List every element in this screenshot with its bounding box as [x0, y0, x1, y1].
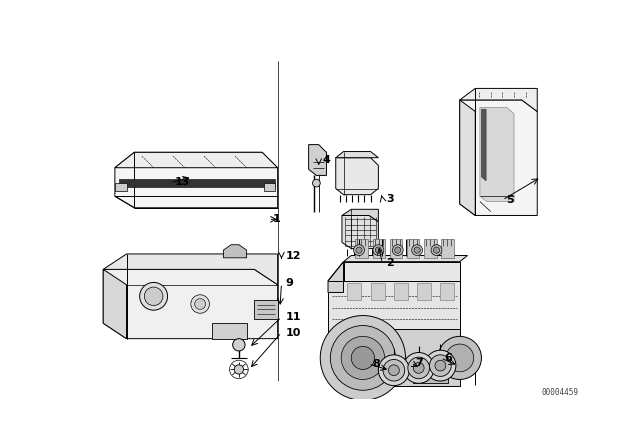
Circle shape	[312, 179, 320, 187]
Polygon shape	[394, 283, 408, 300]
Circle shape	[330, 326, 396, 390]
Polygon shape	[344, 255, 467, 262]
Circle shape	[341, 336, 385, 379]
Polygon shape	[481, 109, 486, 181]
Circle shape	[320, 315, 406, 400]
Text: 1: 1	[272, 214, 280, 224]
Circle shape	[403, 353, 434, 383]
Polygon shape	[342, 209, 378, 222]
Text: 4: 4	[323, 155, 330, 165]
Polygon shape	[336, 151, 378, 158]
Polygon shape	[119, 178, 275, 187]
Circle shape	[433, 247, 440, 253]
Polygon shape	[390, 329, 460, 386]
Polygon shape	[328, 262, 344, 293]
Circle shape	[438, 336, 481, 379]
Polygon shape	[254, 300, 278, 319]
Circle shape	[412, 245, 422, 255]
Circle shape	[233, 339, 245, 351]
Polygon shape	[342, 215, 378, 249]
Text: 8: 8	[372, 359, 380, 369]
Polygon shape	[460, 100, 476, 215]
Circle shape	[388, 365, 399, 375]
Polygon shape	[115, 152, 278, 208]
Circle shape	[356, 247, 362, 253]
Circle shape	[429, 355, 451, 376]
Polygon shape	[336, 158, 378, 195]
Circle shape	[140, 282, 168, 310]
Polygon shape	[328, 339, 460, 373]
Polygon shape	[344, 373, 382, 383]
Text: 6: 6	[444, 353, 452, 363]
Polygon shape	[424, 238, 436, 258]
Circle shape	[413, 362, 424, 373]
Circle shape	[425, 350, 456, 381]
Text: 2: 2	[386, 258, 394, 268]
Text: 7: 7	[415, 358, 422, 368]
Polygon shape	[344, 262, 460, 293]
Polygon shape	[407, 238, 419, 258]
Circle shape	[373, 245, 384, 255]
Polygon shape	[103, 254, 278, 285]
Polygon shape	[355, 238, 367, 258]
Circle shape	[383, 359, 404, 381]
Text: 13: 13	[175, 177, 190, 187]
Polygon shape	[328, 281, 460, 358]
Circle shape	[378, 355, 410, 386]
Circle shape	[435, 360, 446, 371]
Polygon shape	[348, 283, 362, 300]
Circle shape	[191, 295, 209, 313]
Circle shape	[392, 245, 403, 255]
Polygon shape	[480, 108, 514, 202]
Polygon shape	[417, 283, 431, 300]
Polygon shape	[103, 269, 278, 339]
Circle shape	[353, 245, 364, 255]
Polygon shape	[373, 238, 385, 258]
Text: 12: 12	[285, 250, 301, 260]
Text: 00004459: 00004459	[541, 388, 578, 397]
Polygon shape	[371, 283, 385, 300]
Polygon shape	[264, 183, 275, 191]
Polygon shape	[413, 373, 448, 383]
Circle shape	[414, 247, 420, 253]
Text: 5: 5	[506, 195, 514, 205]
Polygon shape	[212, 323, 246, 339]
Polygon shape	[308, 145, 326, 176]
Circle shape	[431, 245, 442, 255]
Polygon shape	[115, 152, 278, 168]
Circle shape	[195, 299, 205, 310]
Circle shape	[145, 287, 163, 306]
Circle shape	[234, 365, 244, 374]
Text: 3: 3	[386, 194, 394, 203]
Polygon shape	[223, 245, 246, 258]
Text: 10: 10	[285, 327, 301, 337]
Circle shape	[446, 344, 474, 372]
Text: 11: 11	[285, 312, 301, 322]
Polygon shape	[115, 183, 127, 191]
Text: 9: 9	[285, 278, 293, 288]
Circle shape	[375, 247, 381, 253]
Polygon shape	[440, 283, 454, 300]
Polygon shape	[460, 100, 537, 215]
Circle shape	[395, 247, 401, 253]
Circle shape	[351, 346, 374, 370]
Polygon shape	[390, 238, 403, 258]
Polygon shape	[103, 269, 127, 339]
Circle shape	[408, 357, 429, 379]
Polygon shape	[441, 238, 454, 258]
Polygon shape	[460, 88, 537, 112]
